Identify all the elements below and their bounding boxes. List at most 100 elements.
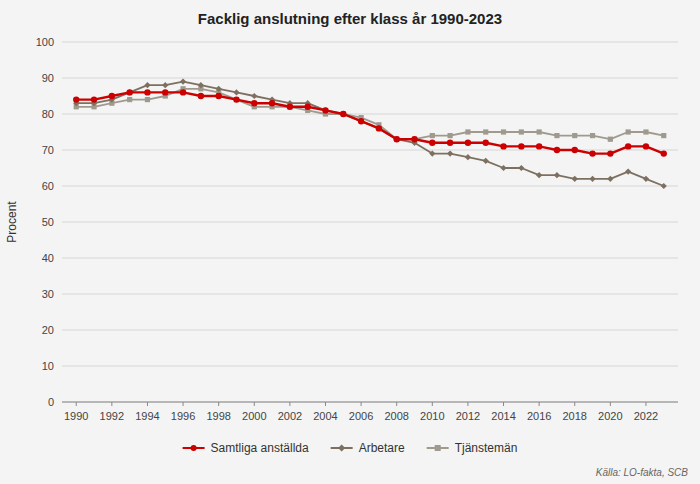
point — [269, 100, 275, 106]
x-tick — [147, 402, 148, 406]
point — [394, 136, 400, 142]
point — [287, 104, 293, 110]
background — [0, 0, 700, 484]
point — [536, 172, 542, 178]
y-tick-label: 0 — [48, 396, 54, 408]
x-tick — [218, 402, 219, 406]
point — [322, 107, 328, 113]
point — [109, 93, 115, 99]
point — [483, 129, 488, 134]
grid-line — [62, 366, 678, 367]
legend-marker — [435, 445, 441, 451]
point — [626, 129, 631, 134]
legend-item: Samtliga anställda — [183, 441, 309, 455]
grid-line — [62, 222, 678, 223]
point — [304, 104, 310, 110]
x-tick-label: 2014 — [491, 410, 515, 422]
point — [572, 176, 578, 182]
point — [127, 97, 132, 102]
point — [590, 133, 595, 138]
point — [501, 129, 506, 134]
y-tick-label: 80 — [42, 108, 54, 120]
point — [251, 93, 257, 99]
point — [145, 97, 150, 102]
point — [500, 165, 506, 171]
x-tick-label: 1998 — [206, 410, 230, 422]
legend-item: Tjänstemän — [427, 441, 518, 455]
legend: Samtliga anställda Arbetare Tjänstemän — [183, 441, 518, 455]
point — [536, 143, 542, 149]
x-tick-label: 1996 — [171, 410, 195, 422]
grid-line — [62, 42, 678, 43]
point — [341, 111, 346, 116]
point — [429, 140, 435, 146]
grid-line — [62, 258, 678, 259]
point — [430, 133, 435, 138]
point — [429, 150, 435, 156]
x-axis-line — [62, 402, 678, 403]
grid-line — [62, 78, 678, 79]
point — [518, 143, 524, 149]
point — [554, 147, 560, 153]
point — [589, 150, 595, 156]
point — [519, 129, 524, 134]
point — [215, 93, 221, 99]
point — [537, 129, 542, 134]
point — [251, 100, 257, 106]
series — [74, 86, 667, 142]
source: Källa: LO-fakta, SCB — [596, 467, 689, 478]
point — [376, 125, 382, 131]
point — [376, 125, 382, 131]
series-line — [76, 89, 664, 139]
x-tick — [645, 402, 646, 406]
x-tick-label: 2010 — [420, 410, 444, 422]
point — [412, 137, 417, 142]
point — [144, 82, 150, 88]
legend-marker — [191, 445, 197, 451]
series-line — [76, 82, 664, 186]
point — [661, 183, 667, 189]
x-tick — [254, 402, 255, 406]
point — [447, 150, 453, 156]
series — [73, 89, 667, 157]
y-tick-label: 40 — [42, 252, 54, 264]
x-tick — [396, 402, 397, 406]
legend-label: Tjänstemän — [455, 441, 518, 455]
series — [73, 78, 667, 189]
point — [465, 140, 471, 146]
point — [127, 89, 133, 95]
point — [625, 143, 631, 149]
point — [216, 86, 222, 92]
chart: Facklig anslutning efter klass år 1990-2… — [0, 0, 700, 484]
x-tick — [111, 402, 112, 406]
y-tick-label: 100 — [36, 36, 54, 48]
grid-line — [62, 114, 678, 115]
point — [661, 133, 666, 138]
plot-area — [73, 78, 667, 189]
x-tick — [574, 402, 575, 406]
point — [340, 111, 346, 117]
point — [233, 89, 239, 95]
point — [144, 89, 150, 95]
point — [572, 147, 578, 153]
x-tick-label: 2022 — [634, 410, 658, 422]
point — [198, 93, 204, 99]
point — [180, 78, 186, 84]
point — [411, 136, 417, 142]
point — [126, 89, 132, 95]
point — [500, 143, 506, 149]
point — [465, 154, 471, 160]
x-tick-label: 1992 — [100, 410, 124, 422]
point — [483, 140, 489, 146]
point — [358, 118, 364, 124]
x-tick — [610, 402, 611, 406]
point — [394, 137, 399, 142]
point — [358, 118, 364, 124]
legend-item: Arbetare — [331, 441, 405, 455]
y-tick-label: 30 — [42, 288, 54, 300]
point — [483, 158, 489, 164]
point — [91, 96, 97, 102]
legend-label: Arbetare — [359, 441, 405, 455]
legend-marker — [338, 444, 345, 451]
x-tick — [467, 402, 468, 406]
